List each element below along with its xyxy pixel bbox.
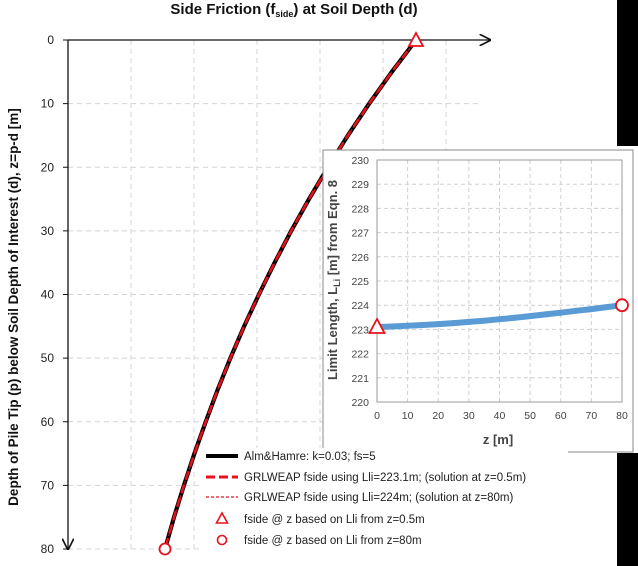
inset-ytick-label: 226 [351,252,369,264]
inset-xtick-label: 60 [555,410,567,422]
inset-chart-ylabel: Limit Length, LLi [m] from Eqn. 8 [325,180,342,380]
main-ytick-label: 40 [41,288,55,302]
inset-marker-circle [615,298,629,313]
marker-circle-z80 [158,542,172,556]
inset-series-point [573,307,580,314]
inset-chart-xlabel: z [m] [483,432,513,447]
inset-series-point [557,309,564,316]
inset-xtick-label: 30 [463,410,475,422]
inset-ytick-label: 225 [351,276,369,288]
inset-series-point [588,306,595,313]
inset-ytick-label: 220 [351,397,369,409]
main-chart-title: Side Friction (fside) at Soil Depth (d) [170,1,417,19]
inset-ytick-label: 223 [351,324,369,336]
legend-label-alm-hamre: Alm&Hamre: k=0.03; fs=5 [244,451,376,463]
inset-xtick-label: 40 [494,410,506,422]
inset-ytick-label: 229 [351,179,369,191]
inset-series-point [603,304,610,311]
inset-chart-series [367,298,629,334]
series-line-grlweap-224 [164,39,417,550]
inset-ytick-label: 227 [351,228,369,240]
main-ytick-label: 10 [41,97,55,111]
right-edge-bar-top [617,0,638,146]
inset-xtick-label: 0 [374,410,380,422]
inset-series-point [496,316,503,323]
main-chart-series [158,31,425,556]
main-ytick-label: 20 [41,160,55,174]
legend-label-triangle: fside @ z based on Lli from z=0.5m [244,514,425,526]
inset-series-point [465,318,472,325]
right-edge-bar-bottom [617,453,638,566]
legend-label-circle: fside @ z based on Lli from z=80m [244,535,422,547]
inset-series-point [419,322,426,329]
inset-ytick-label: 224 [351,300,369,312]
legend-marker-triangle [215,511,229,524]
main-ytick-label: 80 [41,542,55,556]
main-ytick-label: 0 [47,33,54,47]
main-chart-ylabel: Depth of Pile Tip (p) below Soil Depth o… [6,108,21,506]
inset-marker-triangle [367,317,387,334]
inset-plot-frame [376,159,623,403]
inset-chart-ylabel-subscript: Li [332,279,342,287]
main-ytick-label: 60 [41,415,55,429]
main-chart-title-subscript: side [275,9,293,19]
legend-label-grlweap-223: GRLWEAP fside using Lli=223.1m; (solutio… [244,472,526,484]
inset-ytick-label: 228 [351,203,369,215]
main-ytick-label: 70 [41,478,55,492]
inset-series-point [389,323,396,330]
inset-ytick-label: 221 [351,373,369,385]
legend-background [202,448,568,552]
main-chart-ticks: 0 10 20 30 40 50 60 70 80 [41,33,68,556]
inset-chart-background [322,149,634,453]
inset-chart: 0 10 20 30 40 50 60 70 80 220 221 222 223 224 225 226 22… [322,149,634,453]
inset-ytick-label: 222 [351,349,369,361]
inset-chart-grid [376,159,623,403]
inset-xtick-label: 70 [586,410,598,422]
inset-xtick-label: 10 [402,410,414,422]
main-chart-legend: Alm&Hamre: k=0.03; fs=5 GRLWEAP fside us… [202,448,568,552]
main-ytick-label: 30 [41,224,55,238]
inset-series-point [527,313,534,320]
main-ytick-label: 50 [41,351,55,365]
inset-series-point [542,311,549,318]
inset-series-point [404,322,411,329]
inset-series-point [481,317,488,324]
inset-chart-ticks: 0 10 20 30 40 50 60 70 80 220 221 222 223 224 225 226 22… [351,155,628,422]
inset-series-point [435,321,442,328]
inset-xtick-label: 80 [616,410,628,422]
legend-marker-circle [216,534,228,546]
marker-triangle-z0 [407,31,425,47]
legend-label-grlweap-224: GRLWEAP fside using Lli=224m; (solution … [244,492,513,504]
inset-ytick-label: 230 [351,155,369,167]
inset-series-point [511,314,518,321]
inset-xtick-label: 50 [524,410,536,422]
inset-series-point [450,320,457,327]
inset-xtick-label: 20 [432,410,444,422]
